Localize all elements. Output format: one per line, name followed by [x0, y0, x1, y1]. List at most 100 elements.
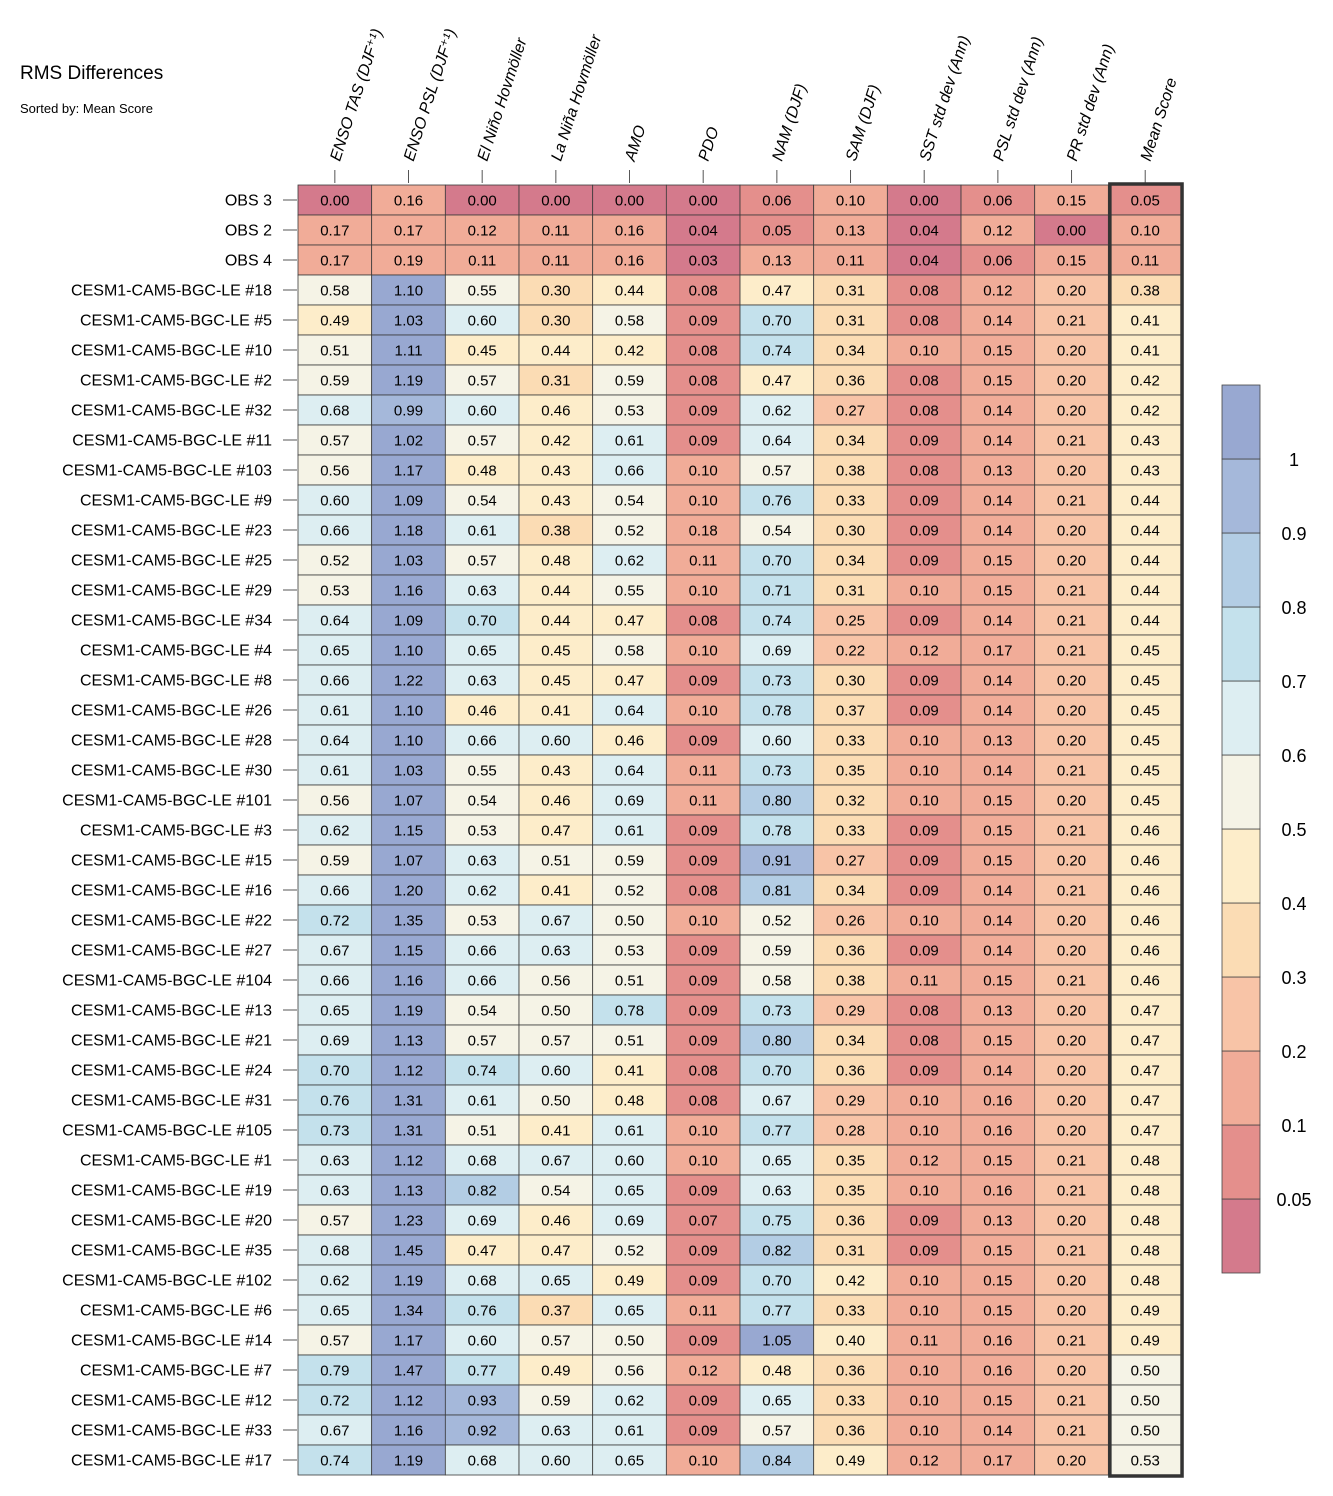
cell-value: 0.05: [1131, 193, 1160, 210]
heatmap-cell: [886, 364, 962, 396]
cell-value: 0.54: [468, 793, 497, 810]
cell-value: 0.57: [468, 1033, 497, 1050]
cell-value: 0.69: [320, 1033, 349, 1050]
heatmap-cell: [1034, 694, 1109, 726]
cell-value: 0.30: [541, 313, 570, 330]
colorbar: 0.05 0.1 0.2 0.3 0.4 0.5 0.6 0.7 0.8 0.9 1: [1221, 384, 1312, 1274]
heatmap-cell: [592, 544, 667, 576]
cell-value: 0.10: [910, 1393, 939, 1410]
cell-value: 0.54: [468, 493, 497, 510]
cell-value: 0.10: [836, 193, 865, 210]
cell-value: 0.43: [1131, 463, 1160, 480]
cell-value: 0.62: [762, 403, 791, 420]
heatmap-cell: [592, 214, 667, 246]
heatmap-cell: [960, 1414, 1036, 1446]
cell-value: 0.66: [615, 463, 644, 480]
cell-value: 0.09: [689, 313, 718, 330]
heatmap-cell: [739, 424, 815, 456]
cell-value: 1.07: [394, 793, 423, 810]
cell-value: 0.65: [615, 1453, 644, 1470]
cell-value: 0.45: [468, 343, 497, 360]
heatmap-cell: [739, 394, 815, 426]
heatmap-cell: [665, 1294, 741, 1326]
cell-value: 0.09: [689, 1423, 718, 1440]
heatmap-cell: [371, 1354, 446, 1386]
cell-value: 1.31: [394, 1123, 423, 1140]
cell-value: 1.19: [394, 1003, 423, 1020]
highlight-frame: [1108, 182, 1184, 1478]
heatmap-cell: [886, 934, 962, 966]
column-label: ENSO TAS (DJF⁺¹): [327, 27, 386, 163]
cell-value: 0.44: [541, 583, 570, 600]
heatmap-cell: [960, 934, 1036, 966]
cell-value: 0.08: [689, 883, 718, 900]
cell-value: 0.17: [320, 223, 349, 240]
cell-value: 0.08: [689, 373, 718, 390]
cell-value: 0.30: [541, 283, 570, 300]
heatmap-cell: [444, 754, 520, 786]
cell-value: 0.14: [983, 673, 1012, 690]
cell-value: 0.21: [1057, 1183, 1086, 1200]
cell-value: 0.11: [542, 223, 570, 240]
heatmap-cell: [444, 1054, 520, 1086]
heatmap-cell: [739, 334, 815, 366]
cell-value: 0.15: [983, 373, 1012, 390]
row-label: CESM1-CAM5-BGC-LE #102: [62, 1273, 272, 1290]
cell-value: 0.77: [468, 1363, 497, 1380]
cell-value: 0.08: [910, 463, 939, 480]
heatmap-cell: [739, 904, 815, 936]
heatmap-cells: 0.00 0.16 0.00 0.00 0.00 0.00 0.06 0.10 0.00 0.06…: [297, 184, 1183, 1476]
heatmap-cell: [739, 244, 815, 276]
row-label: CESM1-CAM5-BGC-LE #24: [71, 1063, 272, 1080]
cell-value: 0.52: [762, 913, 791, 930]
heatmap-cell: [739, 694, 815, 726]
cell-value: 0.38: [541, 523, 570, 540]
heatmap-cell: [1034, 724, 1109, 756]
cell-value: 0.68: [468, 1153, 497, 1170]
cell-value: 0.14: [983, 613, 1012, 630]
row-label: CESM1-CAM5-BGC-LE #11: [72, 433, 272, 450]
heatmap-cell: [518, 934, 594, 966]
heatmap-cell: [813, 364, 888, 396]
heatmap-cell: [813, 1354, 888, 1386]
colorbar-tick-label: 0.4: [1281, 894, 1306, 914]
colorbar-tick-label: 0.8: [1281, 598, 1306, 618]
cell-value: 0.61: [615, 1123, 644, 1140]
cell-value: 0.21: [1057, 583, 1086, 600]
cell-value: 0.15: [983, 973, 1012, 990]
heatmap-cell: [518, 634, 594, 666]
cell-value: 0.09: [689, 973, 718, 990]
cell-value: 0.49: [320, 313, 349, 330]
cell-value: 0.08: [689, 1063, 718, 1080]
cell-value: 0.19: [394, 253, 423, 270]
heatmap-cell: [444, 244, 520, 276]
cell-value: 1.17: [394, 463, 423, 480]
cell-value: 0.09: [689, 403, 718, 420]
cell-value: 0.45: [1131, 703, 1160, 720]
cell-value: 0.59: [320, 853, 349, 870]
cell-value: 0.34: [836, 343, 865, 360]
heatmap-cell: [592, 754, 667, 786]
row-label: CESM1-CAM5-BGC-LE #1: [80, 1153, 272, 1170]
cell-value: 0.68: [320, 403, 349, 420]
heatmap-cell: [960, 184, 1036, 216]
heatmap-cell: [813, 844, 888, 876]
cell-value: 0.76: [320, 1093, 349, 1110]
heatmap-cell: [371, 964, 446, 996]
cell-value: 0.63: [762, 1183, 791, 1200]
heatmap-cell: [444, 1264, 520, 1296]
heatmap-cell: [371, 304, 446, 336]
cell-value: 0.18: [689, 523, 718, 540]
cell-value: 0.14: [983, 433, 1012, 450]
heatmap-cell: [518, 1114, 594, 1146]
cell-value: 0.09: [689, 1393, 718, 1410]
cell-value: 0.25: [836, 613, 865, 630]
heatmap-cell: [518, 1354, 594, 1386]
cell-value: 0.22: [836, 643, 865, 660]
row-label: CESM1-CAM5-BGC-LE #30: [71, 763, 272, 780]
cell-value: 0.09: [910, 1243, 939, 1260]
row-label: CESM1-CAM5-BGC-LE #32: [71, 403, 272, 420]
cell-value: 0.12: [468, 223, 497, 240]
cell-value: 0.63: [468, 853, 497, 870]
cell-value: 1.45: [394, 1243, 423, 1260]
